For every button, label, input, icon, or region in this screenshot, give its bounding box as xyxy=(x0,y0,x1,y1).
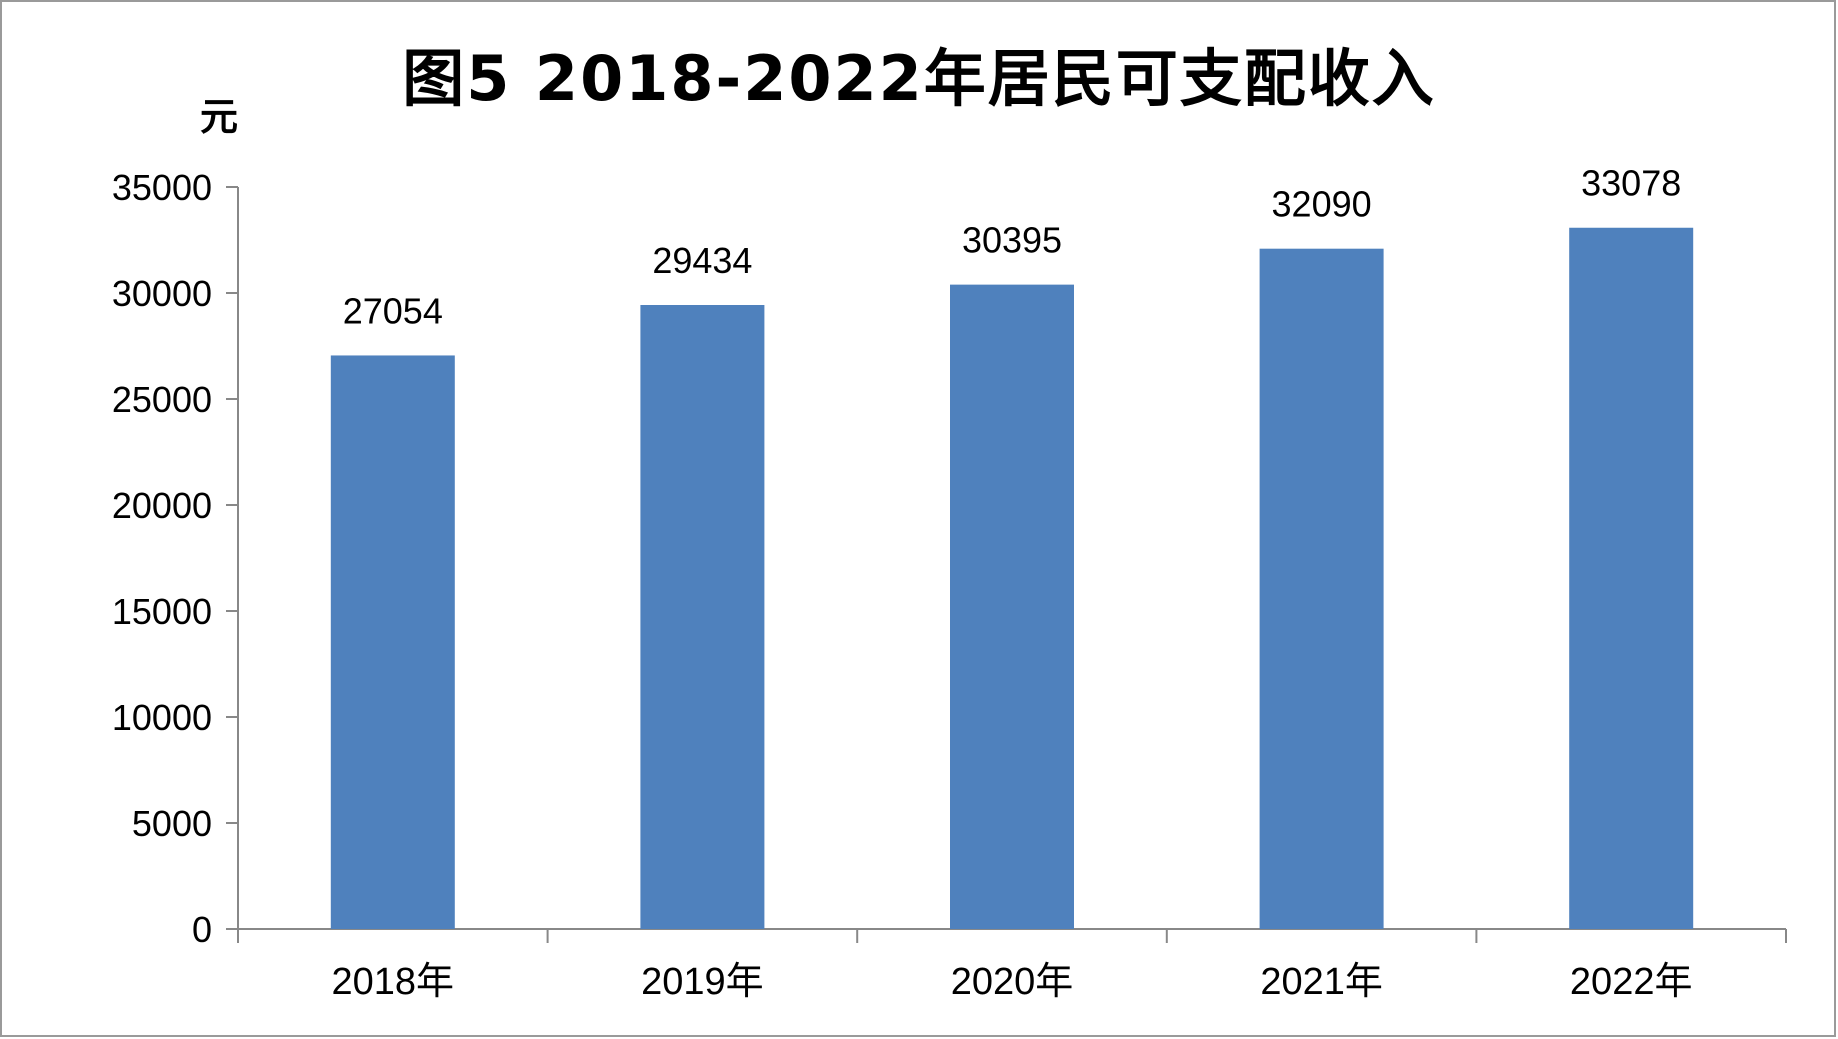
bar xyxy=(950,284,1074,930)
data-label: 27054 xyxy=(343,290,443,331)
y-tick-label: 5000 xyxy=(132,803,212,844)
axes: 0 5000 10000 15000 20000 25000 30000 35000 xyxy=(112,167,1787,950)
y-tick-label: 10000 xyxy=(112,697,212,738)
y-axis-unit-label: 元 xyxy=(200,95,239,139)
x-tick-label: 2020年 xyxy=(951,961,1074,1003)
bar xyxy=(1569,227,1694,929)
bar xyxy=(330,355,455,929)
data-label: 32090 xyxy=(1272,184,1372,225)
x-tick-label: 2021年 xyxy=(1260,961,1383,1003)
x-tick-label: 2022年 xyxy=(1570,961,1693,1003)
bar xyxy=(1259,248,1384,929)
labels: 27054 2018年 29434 2019年 30395 2020年 32090 2021年… xyxy=(332,163,1693,1003)
bar xyxy=(640,304,765,929)
x-tick-label: 2018年 xyxy=(332,961,455,1003)
data-label: 29434 xyxy=(652,240,752,281)
data-label: 33078 xyxy=(1581,163,1681,204)
y-tick-label: 20000 xyxy=(112,485,212,526)
x-tick-label: 2019年 xyxy=(641,961,764,1003)
bars xyxy=(330,227,1694,930)
y-tick-label: 0 xyxy=(192,909,212,950)
chart-title: 图5 2018-2022年居民可支配收入 xyxy=(402,42,1436,115)
y-tick-label: 25000 xyxy=(112,379,212,420)
y-tick-label: 35000 xyxy=(112,167,212,208)
y-tick-label: 15000 xyxy=(112,591,212,632)
data-label: 30395 xyxy=(962,220,1062,261)
y-tick-label: 30000 xyxy=(112,273,212,314)
